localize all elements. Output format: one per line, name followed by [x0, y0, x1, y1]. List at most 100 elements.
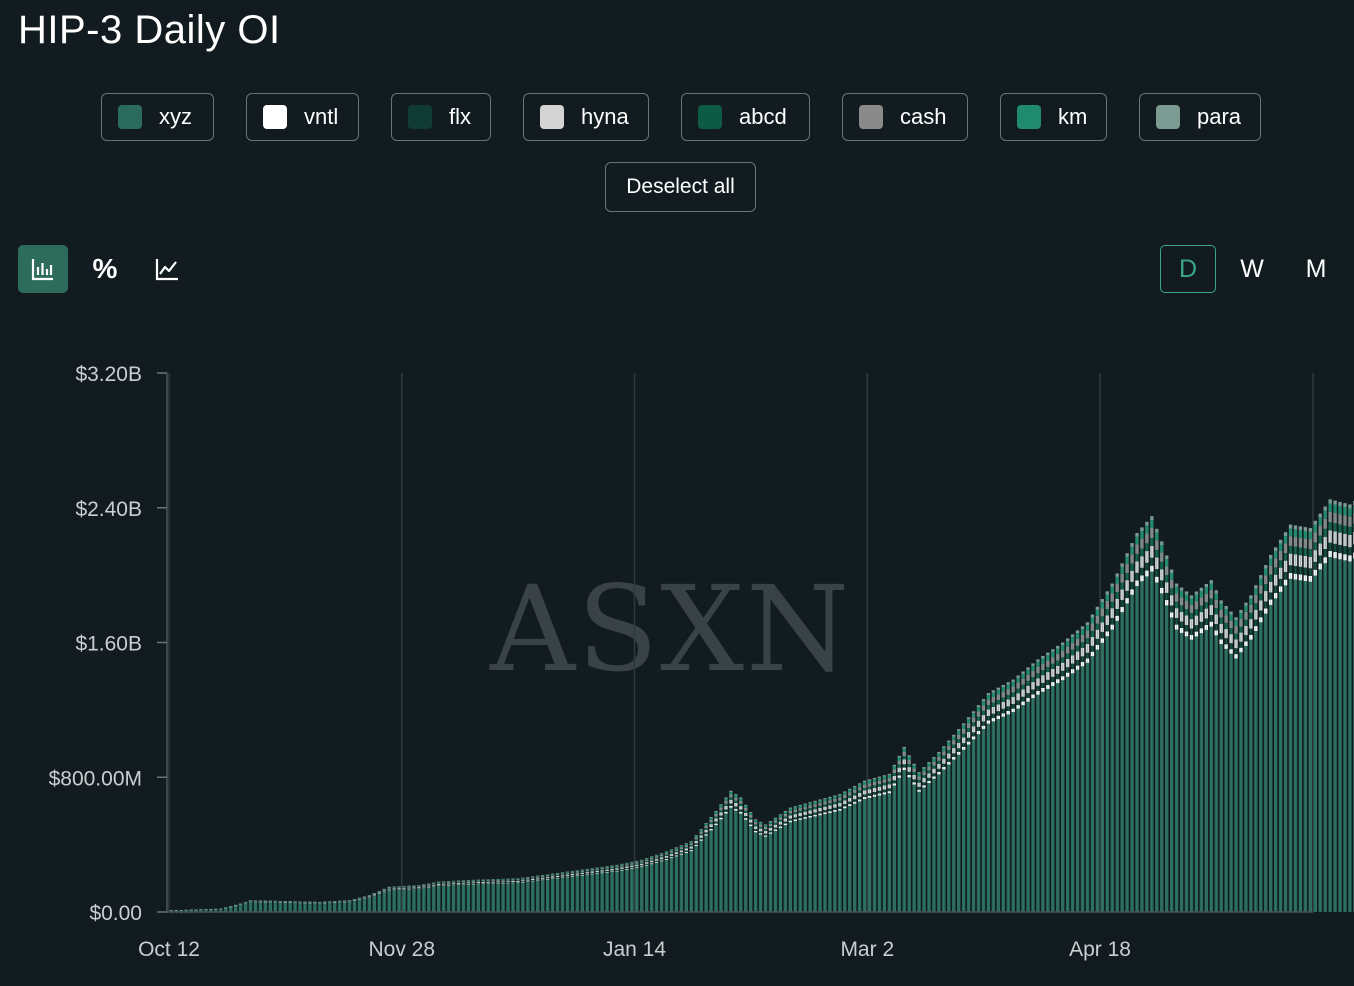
- bar-segment-para: [1204, 583, 1208, 588]
- bar-segment-cash: [486, 880, 490, 882]
- bar-segment-para: [1259, 575, 1263, 579]
- bar-segment-para: [793, 806, 797, 808]
- bar-segment-para: [1174, 583, 1179, 587]
- bar-segment-flx: [422, 887, 426, 888]
- legend-swatch: [698, 105, 722, 129]
- period-weekly[interactable]: W: [1240, 254, 1264, 283]
- line-chart-toggle[interactable]: [142, 245, 192, 293]
- legend-toggle-xyz[interactable]: xyz: [101, 93, 214, 141]
- legend-toggle-flx[interactable]: flx: [391, 93, 491, 141]
- bar-segment-para: [1303, 527, 1308, 531]
- bar-stack: [318, 901, 322, 912]
- bar-segment-km: [521, 877, 525, 879]
- bar-segment-km: [872, 779, 877, 782]
- bar-stack: [1273, 547, 1278, 912]
- bar-segment-km: [565, 871, 570, 873]
- bar-segment-km: [768, 821, 773, 824]
- bar-segment-flx: [451, 884, 456, 885]
- bar-segment-hyna: [565, 874, 570, 876]
- bar-segment-abcd: [654, 857, 659, 860]
- bar-segment-hyna: [550, 876, 555, 878]
- bar-stack: [753, 819, 758, 912]
- legend-toggle-cash[interactable]: cash: [842, 93, 968, 141]
- bar-segment-km: [590, 868, 594, 870]
- period-monthly[interactable]: M: [1305, 254, 1327, 283]
- bar-segment-para: [1194, 591, 1199, 595]
- bar-segment-km: [734, 795, 738, 798]
- deselect-all-button[interactable]: Deselect all: [605, 162, 756, 212]
- bar-stack: [1150, 516, 1154, 912]
- bar-segment-hyna: [531, 878, 535, 881]
- bar-segment-cash: [397, 886, 401, 888]
- bar-segment-flx: [481, 882, 485, 884]
- bar-stack: [486, 879, 490, 912]
- bar-stack: [649, 856, 654, 912]
- bar-segment-cash: [768, 823, 773, 827]
- bar-stack: [1090, 614, 1095, 912]
- bar-segment-cash: [684, 845, 688, 848]
- bar-stack: [585, 868, 589, 912]
- legend-label: cash: [900, 104, 947, 129]
- bar-stack: [625, 862, 629, 912]
- bar-segment-para: [1179, 587, 1184, 591]
- bar-stack: [1234, 617, 1238, 912]
- bar-stack: [1269, 554, 1273, 912]
- bar-segment-km: [575, 870, 580, 872]
- bar-segment-para: [1273, 547, 1278, 551]
- bar-segment-para: [1001, 684, 1005, 688]
- bar-segment-para: [669, 849, 674, 850]
- bar-segment-abcd: [422, 885, 426, 887]
- bar-stack: [961, 723, 966, 912]
- bar-segment-para: [1160, 541, 1164, 546]
- legend-toggle-vntl[interactable]: vntl: [246, 93, 359, 141]
- bar-segment-para: [679, 845, 684, 846]
- period-daily[interactable]: D: [1160, 245, 1216, 293]
- bar-segment-para: [1189, 595, 1194, 599]
- bar-segment-km: [684, 843, 688, 846]
- page-title: HIP-3 Daily OI: [18, 8, 281, 52]
- bar-stack: [1239, 609, 1243, 912]
- bar-segment-km: [659, 853, 664, 855]
- legend-toggle-hyna[interactable]: hyna: [523, 93, 649, 141]
- bar-segment-km: [749, 813, 753, 816]
- bar-segment-para: [1209, 580, 1213, 584]
- bar-stack: [907, 755, 911, 912]
- bar-segment-km: [882, 776, 887, 780]
- bar-segment-abcd: [590, 870, 594, 872]
- bar-segment-km: [635, 861, 639, 863]
- bar-segment-flx: [521, 881, 525, 882]
- bar-stack: [838, 794, 842, 912]
- bar-segment-km: [422, 884, 426, 886]
- bar-segment-para: [1065, 638, 1070, 642]
- legend-toggle-abcd[interactable]: abcd: [681, 93, 810, 141]
- bar-segment-abcd: [486, 881, 490, 882]
- legend-toggle-km[interactable]: km: [1000, 93, 1107, 141]
- bar-stack: [451, 880, 456, 912]
- bar-stack: [952, 734, 956, 912]
- bar-segment-hyna: [521, 880, 525, 882]
- bar-stack: [516, 878, 520, 912]
- bar-stack: [427, 883, 431, 912]
- bar-stack: [922, 767, 926, 912]
- bar-segment-km: [476, 879, 480, 881]
- legend-toggle-para[interactable]: para: [1139, 93, 1261, 141]
- bar-segment-km: [828, 797, 832, 801]
- bar-segment-cash: [640, 861, 644, 863]
- bar-segment-km: [600, 867, 604, 869]
- bar-segment-cash: [466, 880, 471, 882]
- bar-segment-para: [1298, 526, 1303, 531]
- bar-stack: [456, 880, 461, 912]
- percent-toggle[interactable]: %: [80, 245, 130, 293]
- bar-segment-cash: [605, 867, 609, 869]
- bar-segment-hyna: [560, 875, 565, 877]
- bar-stack: [1209, 580, 1213, 912]
- bar-segment-km: [709, 817, 713, 820]
- bar-segment-cash: [481, 880, 485, 882]
- bar-segment-km: [704, 823, 708, 826]
- bar-segment-cash: [476, 880, 480, 882]
- bar-segment-flx: [397, 888, 401, 890]
- bar-segment-km: [432, 882, 436, 884]
- bar-stack: [347, 900, 352, 912]
- bar-segment-para: [1061, 642, 1065, 646]
- bar-chart-toggle[interactable]: [18, 245, 68, 293]
